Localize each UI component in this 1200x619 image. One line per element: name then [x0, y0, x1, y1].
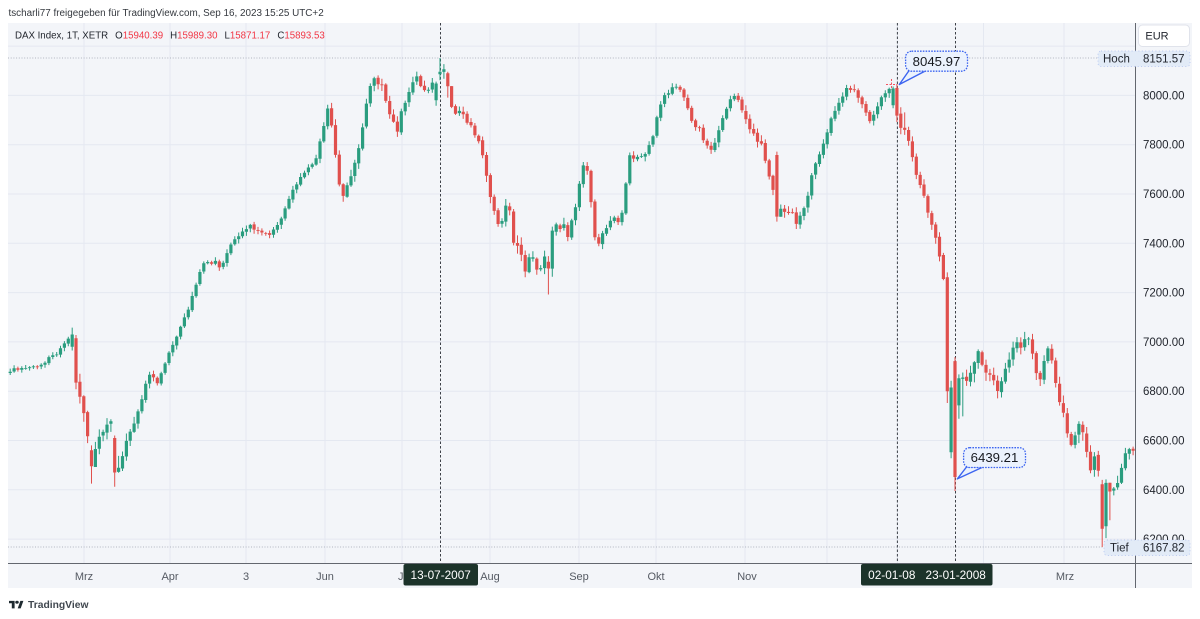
svg-text:6439.21: 6439.21: [971, 450, 1019, 465]
svg-text:6400.00: 6400.00: [1143, 485, 1185, 497]
svg-text:7200.00: 7200.00: [1143, 288, 1185, 300]
svg-text:6600.00: 6600.00: [1143, 436, 1185, 448]
svg-text:EUR: EUR: [1145, 31, 1168, 43]
svg-text:7000.00: 7000.00: [1143, 337, 1185, 349]
svg-text:Jun: Jun: [316, 571, 334, 583]
svg-text:7600.00: 7600.00: [1143, 189, 1185, 201]
svg-text:Tief: Tief: [1110, 543, 1130, 555]
svg-text:tscharli77 freigegeben für Tra: tscharli77 freigegeben für TradingView.c…: [9, 8, 324, 19]
svg-text:Mrz: Mrz: [75, 571, 93, 583]
svg-text:7400.00: 7400.00: [1143, 238, 1185, 250]
svg-text:TradingView: TradingView: [28, 600, 89, 611]
svg-text:Aug: Aug: [480, 571, 500, 583]
svg-text:6167.82: 6167.82: [1143, 543, 1185, 555]
svg-text:7800.00: 7800.00: [1143, 140, 1185, 152]
svg-text:Okt: Okt: [647, 571, 664, 583]
svg-text:Apr: Apr: [161, 571, 178, 583]
svg-text:13-07-2007: 13-07-2007: [411, 568, 471, 582]
svg-text:Nov: Nov: [737, 571, 757, 583]
svg-text:8151.57: 8151.57: [1143, 54, 1185, 66]
svg-text:Mrz: Mrz: [1056, 571, 1074, 583]
svg-text:02-01-08: 02-01-08: [868, 568, 916, 582]
svg-text:Sep: Sep: [569, 571, 589, 583]
svg-text:8000.00: 8000.00: [1143, 90, 1185, 102]
svg-text:3: 3: [243, 571, 249, 583]
svg-text:6800.00: 6800.00: [1143, 386, 1185, 398]
svg-text:23-01-2008: 23-01-2008: [926, 568, 987, 582]
svg-text:Hoch: Hoch: [1103, 54, 1130, 66]
svg-text:8045.97: 8045.97: [913, 54, 961, 69]
